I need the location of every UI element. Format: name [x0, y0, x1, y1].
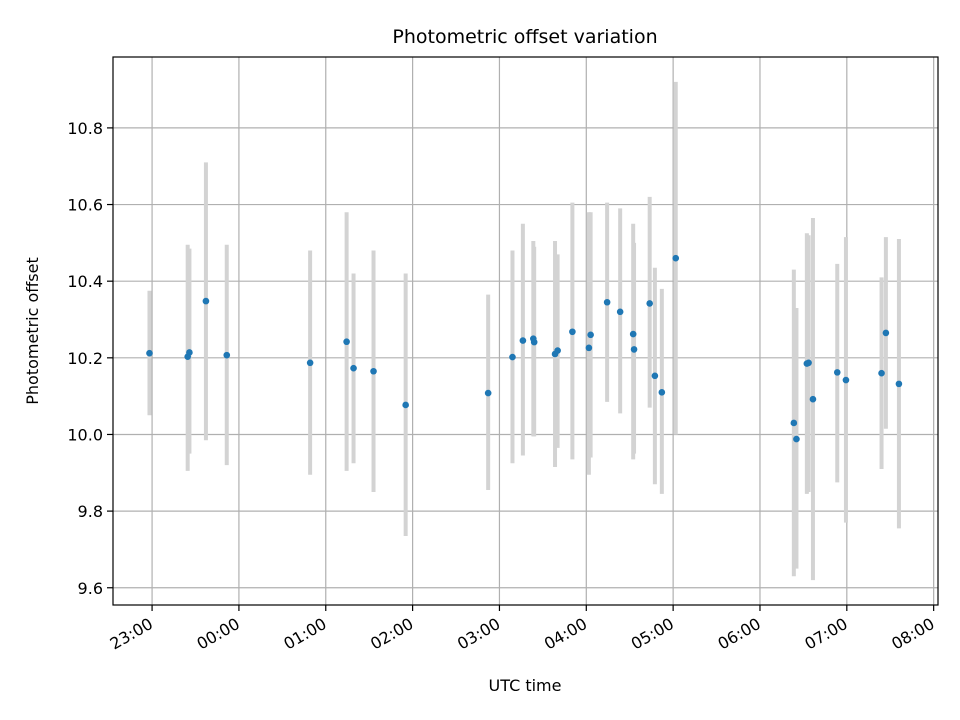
data-point	[878, 369, 885, 377]
data-point	[651, 372, 659, 380]
data-point	[554, 347, 561, 354]
data-point	[587, 331, 594, 339]
data-point	[842, 376, 850, 384]
y-tick-label: 10.4	[67, 272, 103, 291]
data-point	[343, 338, 350, 346]
data-points	[146, 254, 903, 443]
grid	[113, 57, 938, 605]
data-point	[223, 351, 231, 359]
data-point	[790, 419, 798, 427]
chart-title: Photometric offset variation	[392, 26, 657, 48]
x-axis-label: UTC time	[489, 676, 562, 695]
data-point	[350, 364, 357, 372]
data-point	[509, 353, 516, 361]
data-point	[793, 435, 800, 443]
data-point	[603, 298, 611, 306]
data-point	[530, 338, 538, 346]
data-point	[833, 369, 841, 376]
data-point	[402, 401, 409, 409]
data-point	[629, 330, 637, 338]
data-point	[805, 359, 812, 367]
data-point	[809, 395, 817, 403]
plot-area-frame	[112, 56, 939, 606]
data-point	[484, 389, 492, 397]
data-point	[306, 359, 314, 367]
data-point	[202, 297, 210, 305]
data-point	[616, 308, 624, 316]
data-point	[569, 328, 576, 336]
data-point	[895, 380, 903, 388]
y-axis: 9.6 9.8 10.0 10.2 10.4 10.6 10.8	[67, 119, 113, 598]
data-point	[186, 349, 193, 356]
y-tick-label: 10.8	[67, 119, 103, 138]
data-point	[519, 337, 527, 344]
data-point	[658, 389, 666, 396]
y-axis-label: Photometric offset	[23, 257, 42, 405]
data-point	[370, 367, 377, 375]
y-tick-label: 10.2	[67, 349, 103, 368]
data-point	[630, 346, 638, 353]
y-tick-label: 10.0	[67, 425, 103, 444]
data-point	[585, 344, 593, 352]
data-point	[646, 300, 653, 307]
data-point	[146, 349, 153, 357]
data-point	[672, 254, 680, 262]
y-tick-label: 10.6	[67, 196, 103, 215]
y-tick-label: 9.8	[78, 502, 103, 521]
y-tick-label: 9.6	[78, 579, 103, 598]
data-point	[882, 329, 890, 337]
